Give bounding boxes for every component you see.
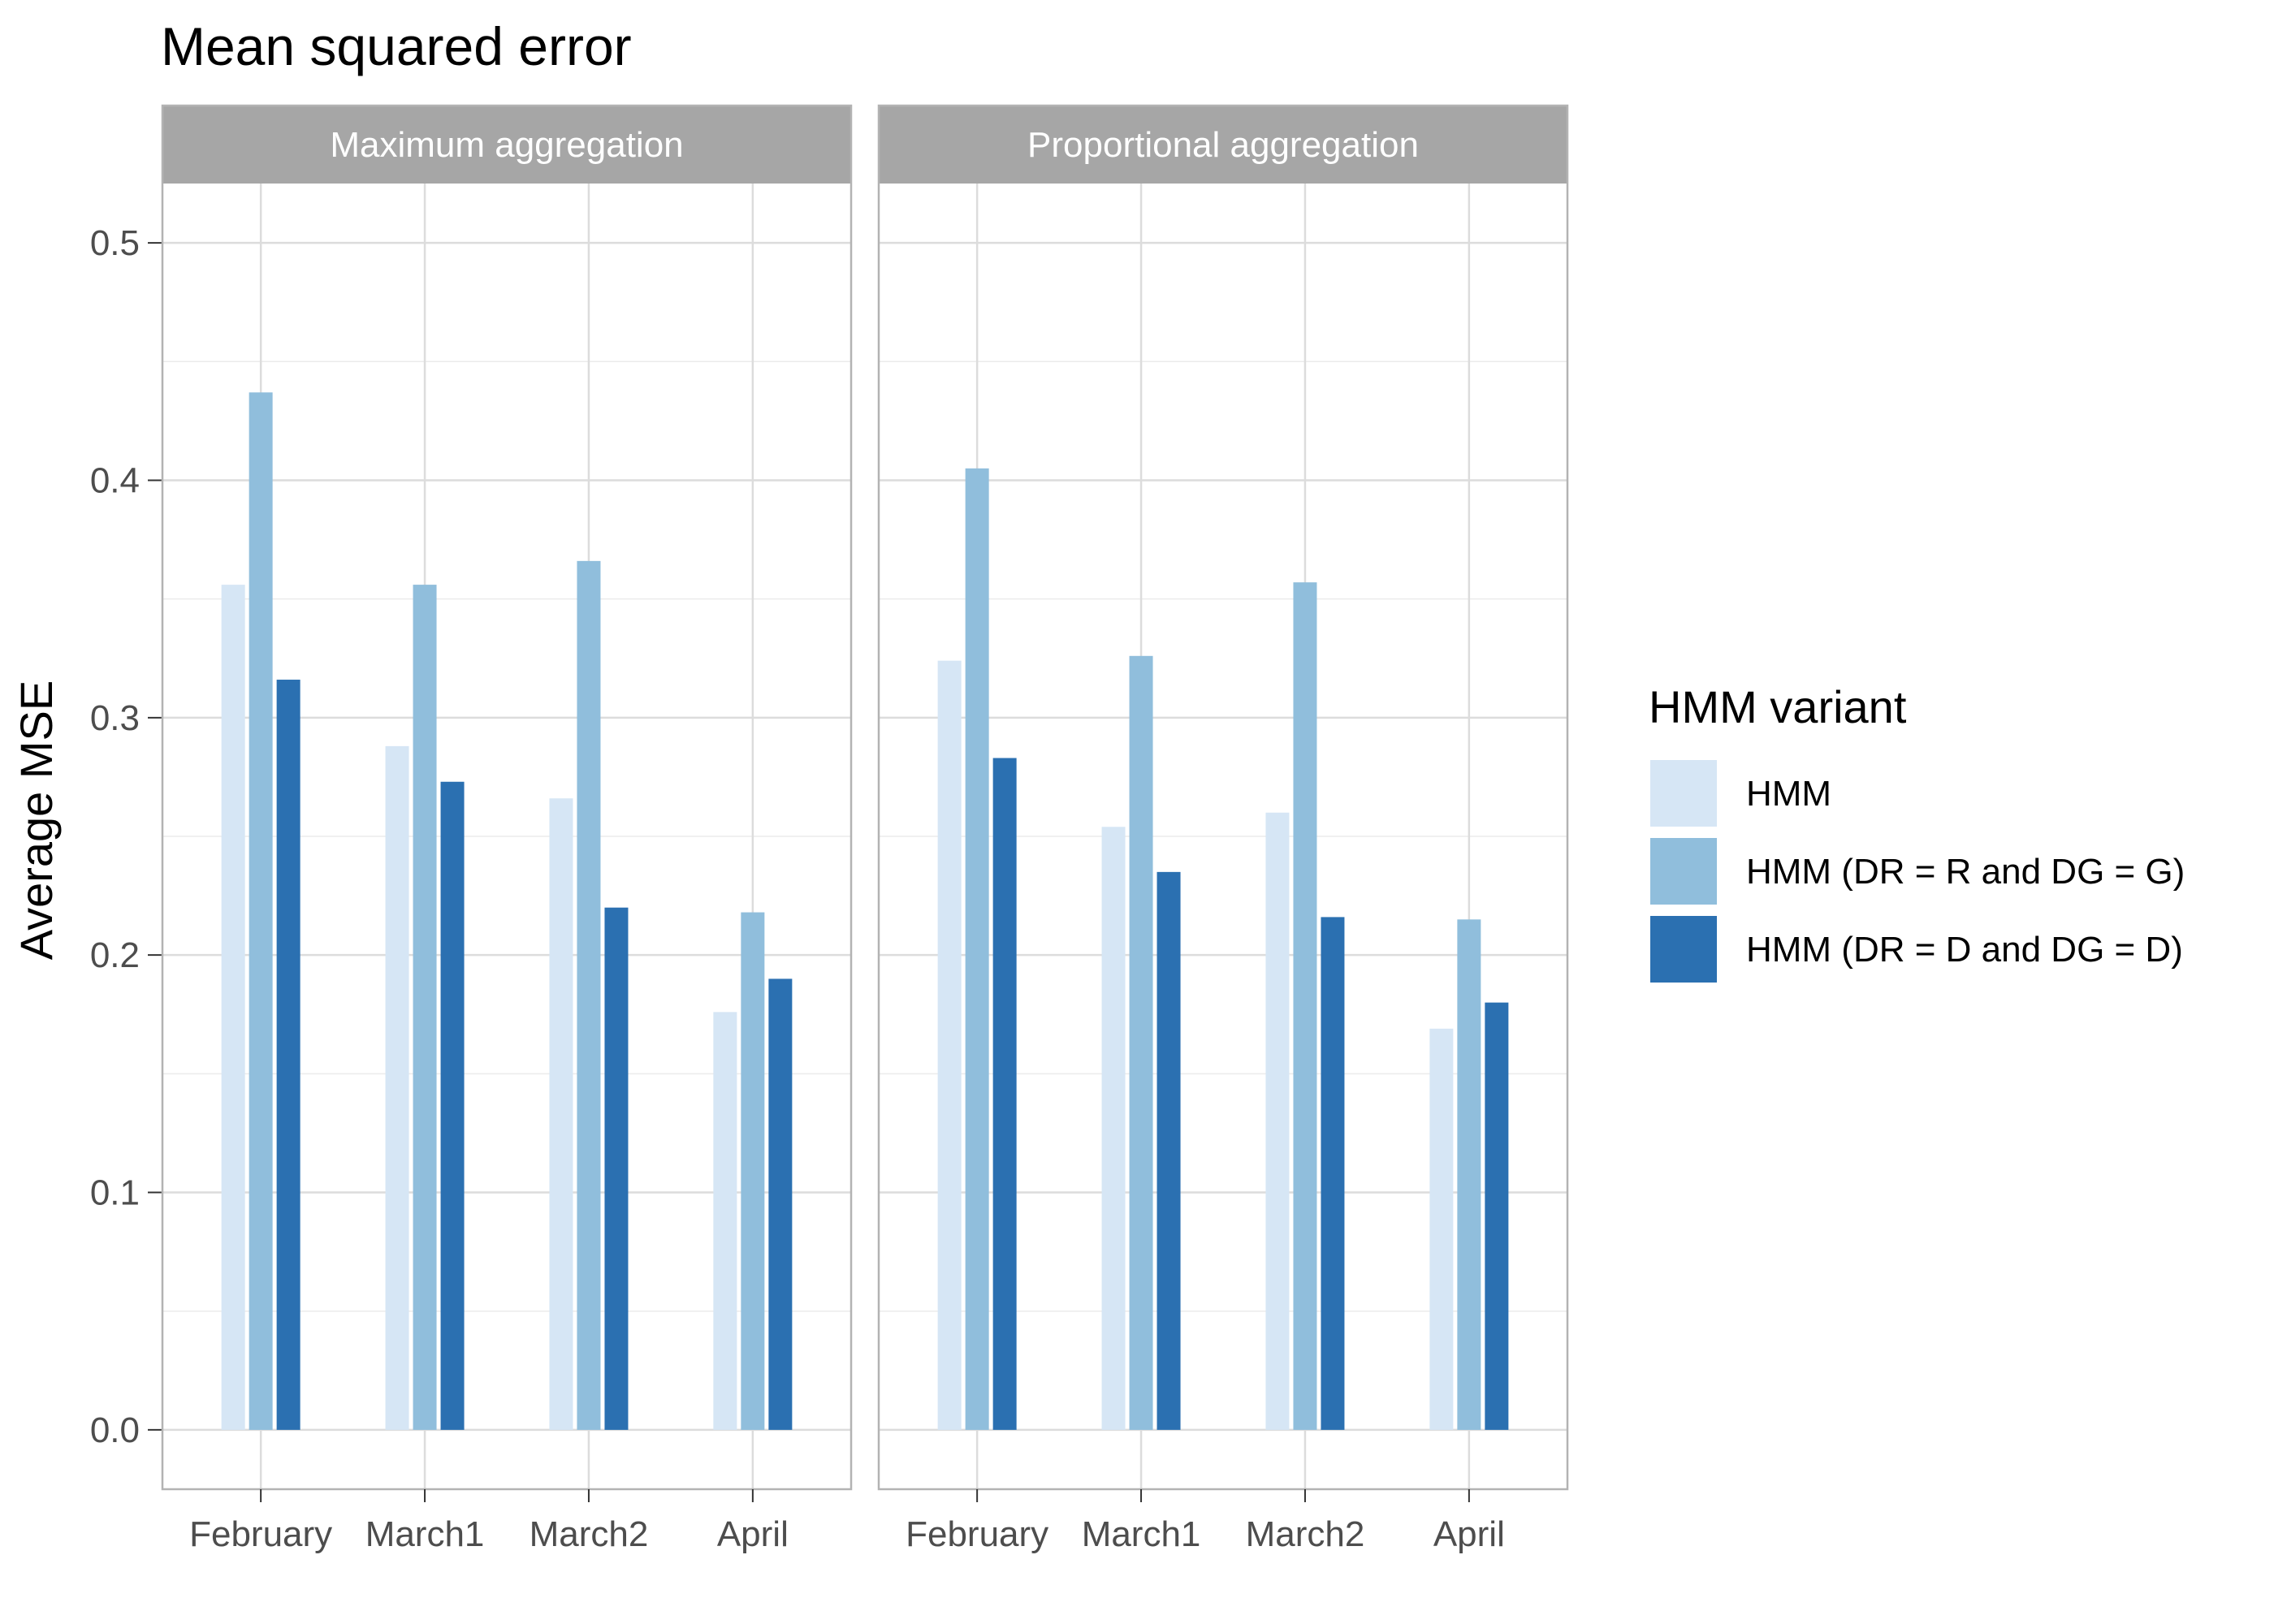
legend-title: HMM variant	[1649, 681, 1907, 732]
bar	[549, 798, 573, 1430]
bar	[413, 585, 437, 1430]
x-tick-label: March1	[365, 1514, 485, 1554]
bar	[768, 978, 793, 1430]
bar	[937, 660, 962, 1430]
legend-swatch	[1650, 838, 1717, 905]
x-tick-label: April	[1433, 1514, 1505, 1554]
x-tick-label: April	[717, 1514, 789, 1554]
facet-panels: 0.0 0.1 0.2 0.3 0.4 0.5 Maximum aggregation Feb…	[90, 104, 1569, 1554]
bar	[276, 680, 300, 1430]
bar	[965, 468, 989, 1430]
x-tick-label: March2	[1246, 1514, 1365, 1554]
bar	[741, 912, 765, 1430]
bar	[1129, 655, 1153, 1430]
legend-swatch	[1650, 760, 1717, 827]
legend: HMM variant HMM HMM (DR = R and DG = G) HM…	[1649, 681, 2185, 983]
panel-border	[161, 104, 853, 1491]
y-tick-label: 0.5	[90, 223, 140, 263]
panel-border	[877, 104, 1569, 1491]
bar	[249, 392, 273, 1430]
bar	[604, 907, 629, 1430]
bar	[1457, 919, 1481, 1430]
y-tick-label: 0.0	[90, 1410, 140, 1450]
bar	[992, 758, 1017, 1430]
bar	[1485, 1002, 1509, 1430]
bar	[713, 1012, 737, 1430]
legend-swatch	[1650, 916, 1717, 983]
facet-strip-label: Maximum aggregation	[330, 125, 683, 165]
bar	[1156, 871, 1181, 1430]
facet-strip	[879, 106, 1567, 184]
facet-strip-label: Proportional aggregation	[1027, 125, 1419, 165]
bar	[1265, 812, 1290, 1430]
bar	[385, 745, 409, 1430]
bar	[1321, 917, 1345, 1430]
y-tick-label: 0.3	[90, 698, 140, 738]
bar	[221, 585, 245, 1430]
y-tick-label: 0.1	[90, 1173, 140, 1213]
x-tick-label: March2	[530, 1514, 649, 1554]
facet-panel: Maximum aggregation February March1 March2 A…	[161, 104, 853, 1554]
facet-panel: Proportional aggregation February March1 Ma…	[877, 104, 1569, 1554]
x-tick-label: February	[906, 1514, 1048, 1554]
legend-label: HMM (DR = D and DG = D)	[1746, 930, 2183, 970]
y-axis-title: Average MSE	[11, 680, 62, 960]
bar	[1293, 582, 1317, 1430]
x-tick-label: February	[189, 1514, 332, 1554]
y-tick-label: 0.2	[90, 935, 140, 975]
x-tick-label: March1	[1082, 1514, 1201, 1554]
facet-strip	[162, 106, 851, 184]
bar	[1101, 827, 1126, 1430]
chart-title: Mean squared error	[161, 16, 632, 76]
bar	[440, 781, 465, 1430]
legend-label: HMM (DR = R and DG = G)	[1746, 852, 2185, 892]
legend-label: HMM	[1746, 774, 1831, 814]
y-tick-label: 0.4	[90, 460, 140, 500]
bar	[1429, 1028, 1454, 1430]
bar	[577, 560, 601, 1430]
